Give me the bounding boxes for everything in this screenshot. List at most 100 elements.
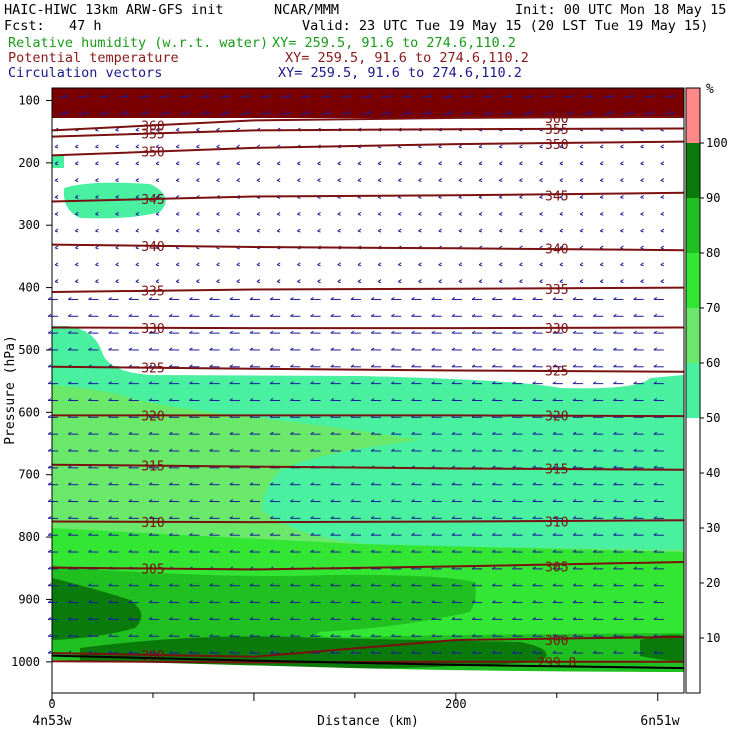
wind-vector-head (108, 600, 112, 603)
wind-vector-head (357, 178, 362, 181)
wind-vector-head (209, 347, 213, 351)
wind-vector-head (209, 431, 213, 435)
wind-vector-head (290, 499, 294, 502)
wind-vector-head (451, 297, 456, 300)
wind-vector-head (552, 616, 557, 620)
wind-vector-head (367, 93, 372, 97)
wind-vector-head (74, 245, 79, 249)
wind-vector-head (236, 228, 241, 232)
wind-vector-head (47, 448, 52, 452)
wind-vector-head (84, 93, 89, 97)
wind-vector-head (572, 347, 577, 351)
wind-vector-head (519, 144, 523, 148)
colorbar-swatch (686, 473, 700, 528)
wind-vector-head (633, 650, 637, 654)
wind-vector-head (128, 381, 133, 385)
wind-vector-head (391, 633, 395, 637)
wind-vector-head (67, 549, 72, 553)
wind-vector-head (613, 313, 617, 317)
wind-vector (603, 95, 614, 98)
wind-vector-head (549, 110, 553, 114)
wind-vector-head (88, 549, 92, 553)
wind-vector-head (108, 583, 112, 587)
wind-vector-head (67, 583, 72, 587)
wind-vector-head (88, 465, 92, 469)
wind-vector-head (660, 262, 665, 266)
wind-vector-head (297, 161, 301, 165)
wind-vector (360, 112, 371, 115)
wind-vector-head (88, 448, 92, 452)
wind-vector-head (491, 499, 496, 502)
wind-vector-head (269, 431, 274, 435)
wind-vector-head (108, 515, 112, 519)
wind-vector-head (209, 515, 213, 519)
wind-vector-head (330, 313, 335, 317)
colorbar-swatch (686, 583, 700, 638)
theta-contour (51, 519, 685, 524)
wind-vector-head (660, 161, 665, 165)
theta-label: 350 (545, 138, 568, 153)
wind-vector-head (411, 532, 415, 536)
wind-vector-head (196, 178, 200, 181)
wind-vector-head (310, 330, 314, 334)
theta-label: 325 (141, 362, 164, 377)
wind-vector-head (640, 279, 644, 283)
wind-vector-head (145, 110, 150, 114)
wind-vector-head (512, 616, 516, 620)
wind-vector-head (633, 600, 637, 603)
wind-vector-head (630, 93, 634, 97)
wind-vector-head (633, 330, 637, 334)
wind-vector-head (276, 228, 281, 232)
wind-vector-head (491, 583, 496, 587)
wind-vector-head (269, 347, 274, 351)
wind-vector-head (532, 633, 536, 637)
wind-vector (522, 112, 533, 115)
wind-vector-head (310, 313, 314, 317)
wind-vector-head (471, 381, 476, 385)
wind-vector-head (155, 144, 160, 148)
colorbar-swatch (686, 198, 700, 253)
wind-vector (401, 95, 412, 98)
theta-contour (51, 191, 685, 203)
wind-vector-head (88, 633, 92, 637)
wind-vector-head (206, 110, 210, 114)
wind-vector-head (431, 313, 435, 317)
wind-vector-head (67, 482, 72, 486)
wind-vector-head (88, 616, 92, 620)
wind-vector-head (54, 161, 59, 165)
theta-label: 325 (545, 365, 568, 380)
wind-vector (522, 95, 533, 98)
wind-vector-head (398, 279, 402, 283)
wind-vector-head (411, 583, 415, 587)
wind-vector-head (249, 330, 254, 334)
wind-vector-head (613, 398, 617, 401)
wind-vector (118, 95, 129, 98)
theta-label: 355 (141, 128, 164, 143)
wind-vector-head (411, 549, 415, 553)
wind-vector-head (165, 110, 170, 114)
wind-vector-head (532, 566, 536, 570)
wind-vector-head (209, 583, 213, 587)
wind-vector-head (310, 583, 314, 587)
wind-vector-head (411, 347, 415, 351)
wind-vector (259, 112, 271, 115)
wind-vector-head (411, 313, 415, 317)
y-tick-label: 600 (18, 405, 40, 419)
wind-vector-head (411, 381, 415, 385)
wind-vector-head (128, 448, 133, 452)
wind-vector-head (478, 144, 483, 148)
wind-vector-head (350, 482, 355, 486)
wind-vector-head (539, 161, 543, 165)
wind-vector-head (438, 178, 442, 181)
wind-vector-head (408, 110, 412, 114)
wind-vector-head (67, 381, 72, 385)
wind-vector-head (391, 330, 395, 334)
wind-vector-head (592, 515, 597, 519)
wind-vector-head (620, 228, 624, 232)
wind-vector-head (438, 211, 442, 215)
wind-vector-head (229, 381, 234, 385)
wind-vector-head (276, 262, 281, 266)
wind-vector-head (552, 499, 557, 502)
wind-vector-head (175, 144, 180, 148)
